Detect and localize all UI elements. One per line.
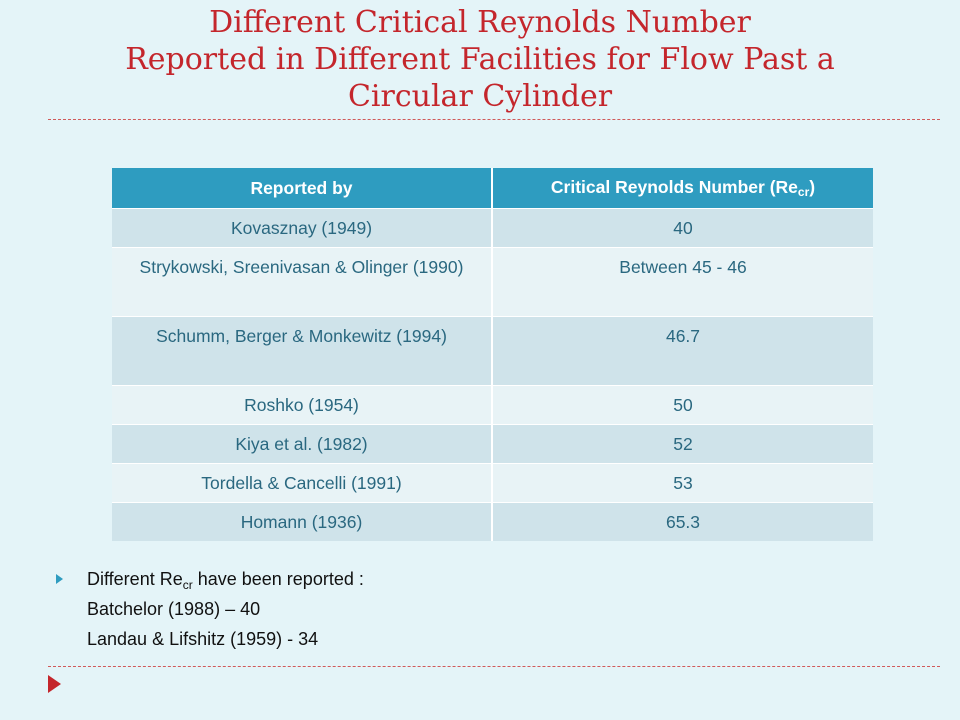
title-line-3: Circular Cylinder <box>347 79 613 114</box>
table-row: Homann (1936) 65.3 <box>112 502 873 541</box>
reported-by-cell: Strykowski, Sreenivasan & Olinger (1990) <box>112 247 493 317</box>
reported-by-cell: Tordella & Cancelli (1991) <box>112 463 493 503</box>
critical-re-cell: 65.3 <box>492 502 873 541</box>
critical-re-cell: 40 <box>492 208 873 248</box>
reynolds-table: Reported by Critical Reynolds Number (Re… <box>112 168 873 541</box>
reported-by-cell: Schumm, Berger & Monkewitz (1994) <box>112 316 493 386</box>
bullet-text: Different Re <box>87 569 183 589</box>
column-header-reported-by: Reported by <box>112 168 493 209</box>
notes-list: Different Recr have been reported : Batc… <box>56 564 364 654</box>
critical-re-cell: 52 <box>492 424 873 464</box>
critical-re-cell: 50 <box>492 385 873 425</box>
critical-re-cell: 46.7 <box>492 316 873 386</box>
table-header-row: Reported by Critical Reynolds Number (Re… <box>112 168 873 209</box>
bullet-subscript: cr <box>182 578 193 592</box>
footer-divider <box>48 666 940 667</box>
note-batchelor: Batchelor (1988) – 40 <box>87 599 261 619</box>
bullet-arrow-icon <box>56 574 63 584</box>
table-row: Strykowski, Sreenivasan & Olinger (1990)… <box>112 247 873 317</box>
table-row: Tordella & Cancelli (1991) 53 <box>112 463 873 503</box>
critical-re-cell: Between 45 - 46 <box>492 247 873 317</box>
table-row: Roshko (1954) 50 <box>112 385 873 425</box>
column-header-text: Critical Reynolds Number (Re <box>550 177 798 197</box>
table-row: Kovasznay (1949) 40 <box>112 208 873 248</box>
note-landau: Landau & Lifshitz (1959) - 34 <box>87 629 319 649</box>
column-header-suffix: ) <box>809 177 816 197</box>
column-header-critical-re: Critical Reynolds Number (Recr) <box>492 168 873 209</box>
reported-by-cell: Kovasznay (1949) <box>112 208 493 248</box>
slide-title: Different Critical Reynolds Number Repor… <box>40 4 920 115</box>
title-line-1: Different Critical Reynolds Number <box>209 5 751 40</box>
list-item: Batchelor (1988) – 40 <box>56 594 364 624</box>
title-line-2: Reported in Different Facilities for Flo… <box>125 42 835 77</box>
column-header-subscript: cr <box>797 185 810 199</box>
reported-by-cell: Homann (1936) <box>112 502 493 541</box>
list-item: Landau & Lifshitz (1959) - 34 <box>56 624 364 654</box>
reported-by-cell: Roshko (1954) <box>112 385 493 425</box>
play-arrow-icon <box>48 675 61 693</box>
reported-by-cell: Kiya et al. (1982) <box>112 424 493 464</box>
bullet-text-suffix: have been reported : <box>192 569 364 589</box>
title-divider <box>48 119 940 120</box>
critical-re-cell: 53 <box>492 463 873 503</box>
table-row: Schumm, Berger & Monkewitz (1994) 46.7 <box>112 316 873 386</box>
table-row: Kiya et al. (1982) 52 <box>112 424 873 464</box>
list-item: Different Recr have been reported : <box>56 564 364 594</box>
